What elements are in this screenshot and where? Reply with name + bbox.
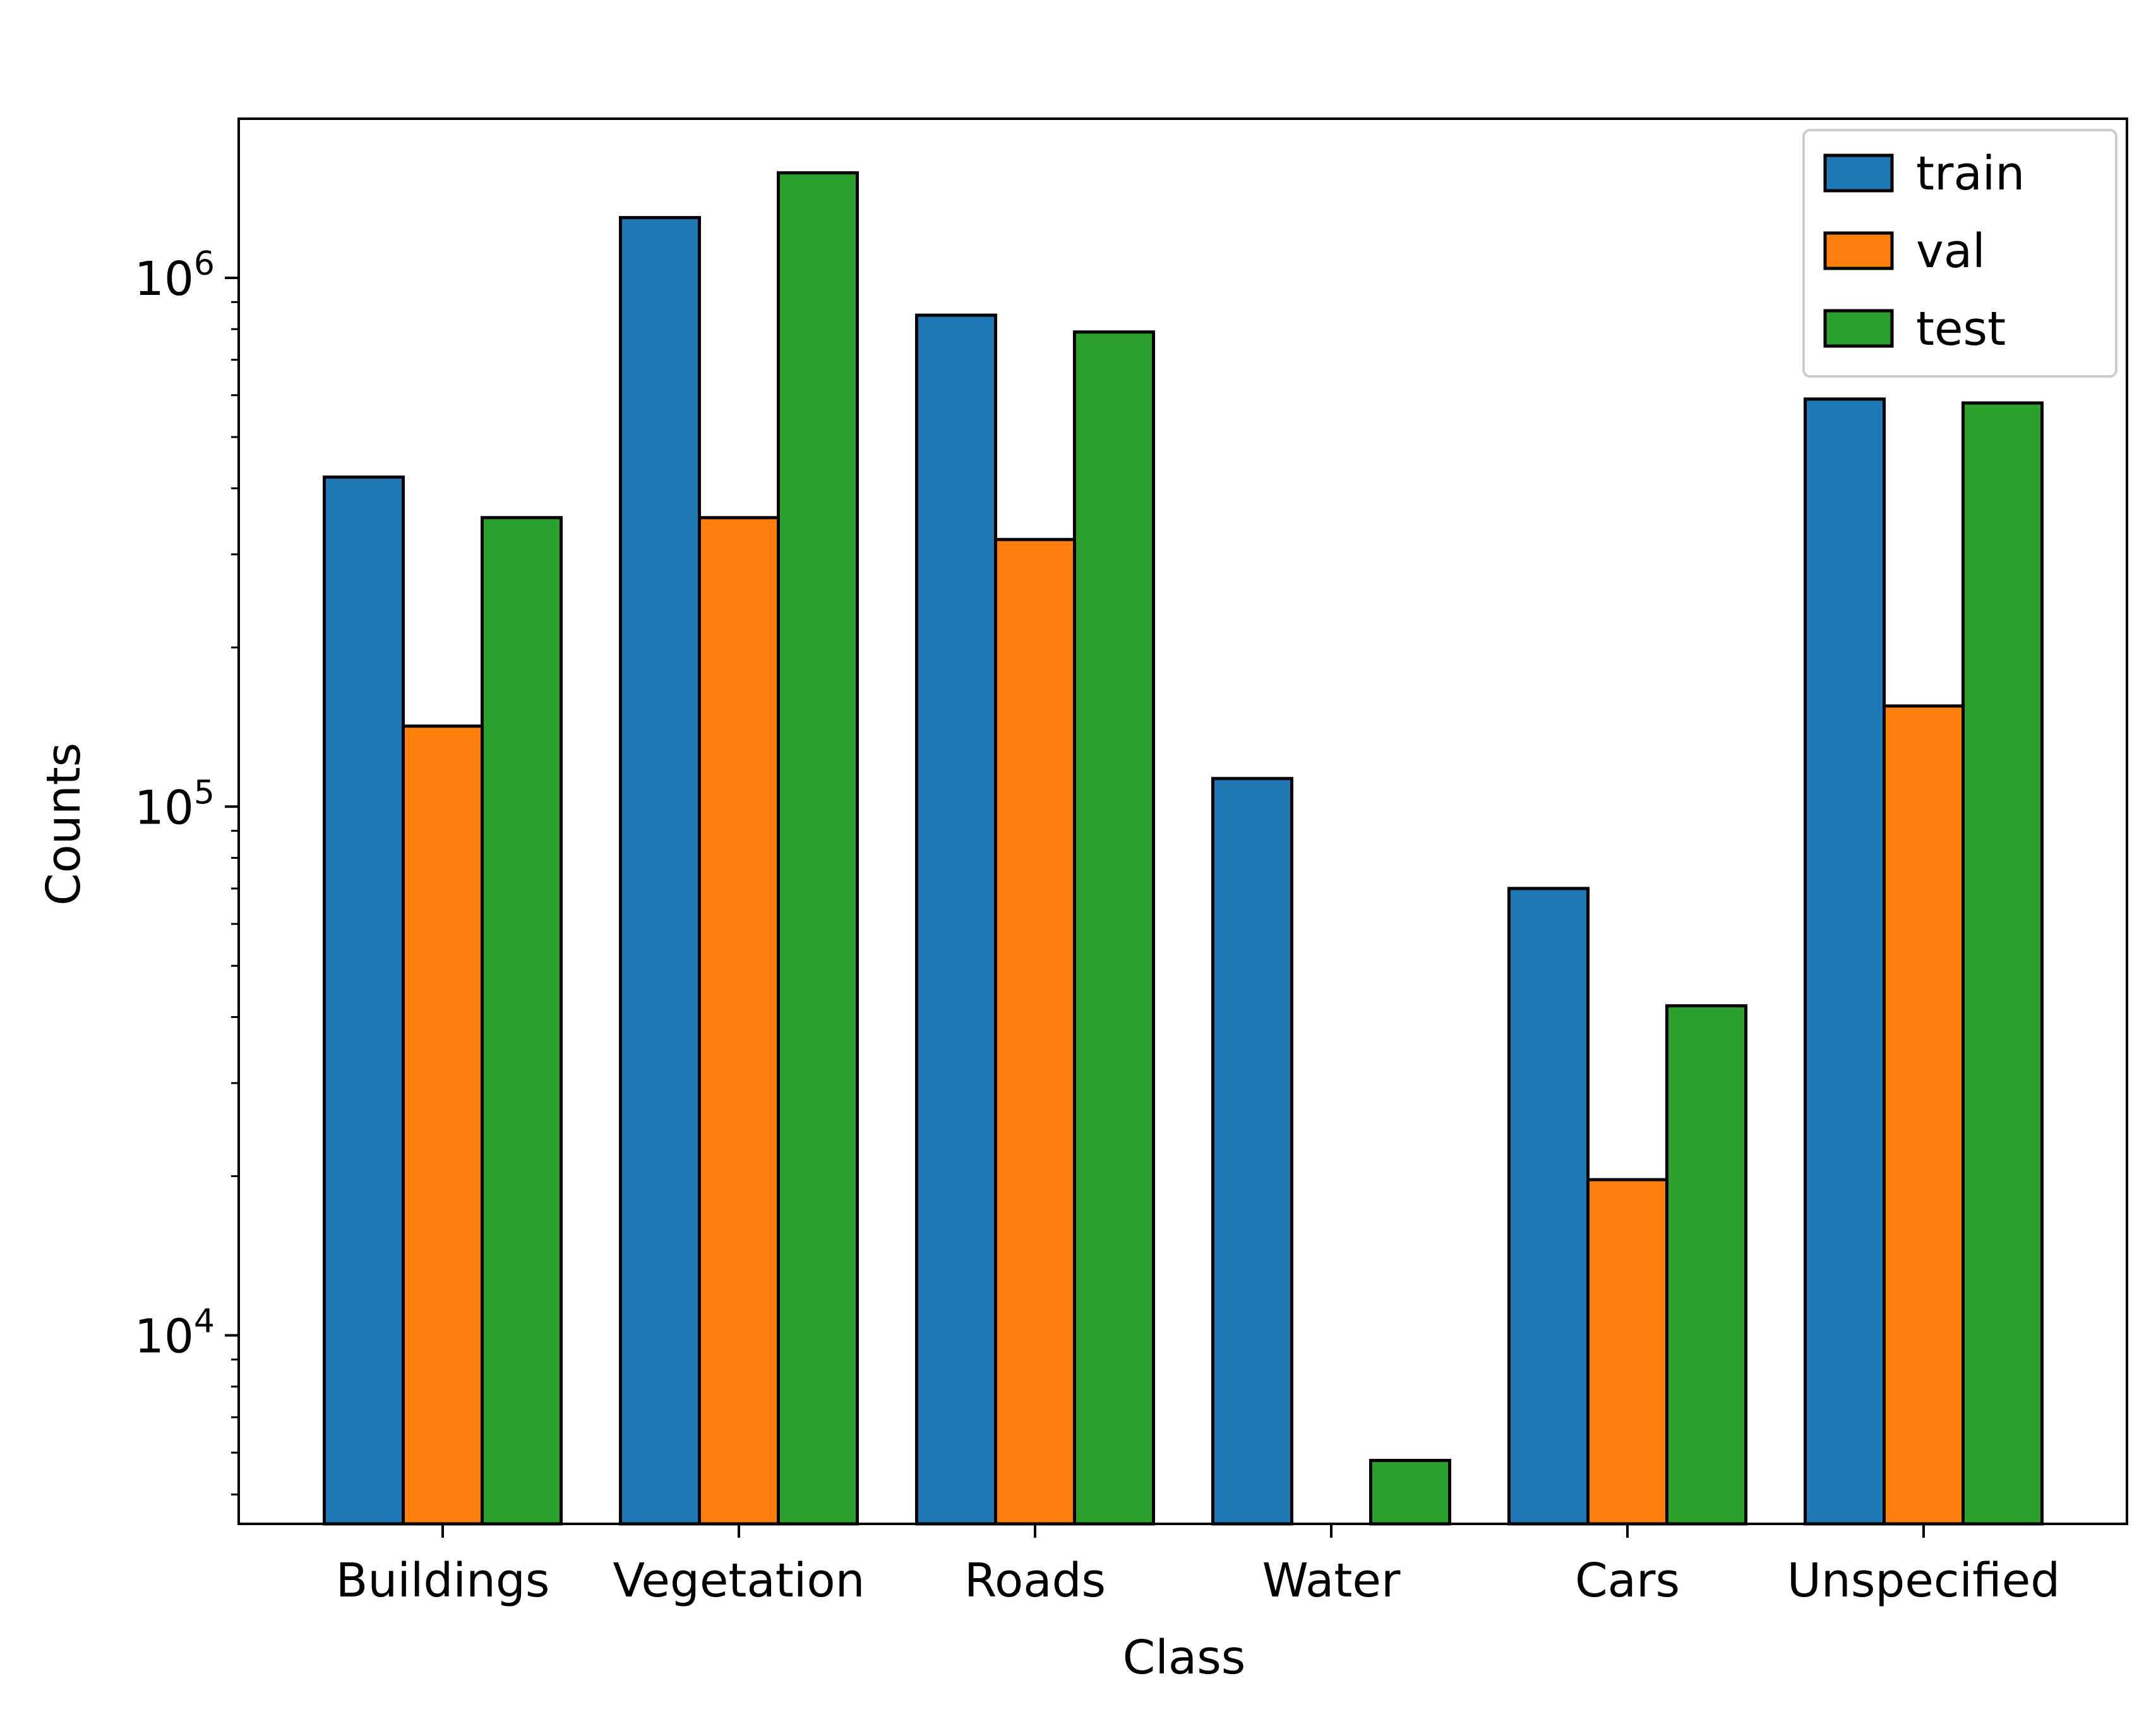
bar-test-unspecified xyxy=(1961,401,2044,1526)
y-tick-label: 105 xyxy=(135,774,215,835)
bar-val-roads xyxy=(994,537,1076,1526)
bar-test-cars xyxy=(1665,1004,1747,1526)
plot-frame xyxy=(237,117,2128,1525)
x-tick-label: Cars xyxy=(1575,1554,1680,1608)
axes-layer: Buildings Vegetation Roads Water Cars Unspeci… xyxy=(135,117,2128,1608)
bar-test-buildings xyxy=(481,516,563,1526)
bar-test-vegetation xyxy=(777,171,859,1526)
bar-train-unspecified xyxy=(1804,397,1886,1526)
bar-train-buildings xyxy=(323,476,405,1526)
x-tick-label: Vegetation xyxy=(613,1554,865,1608)
legend-swatch-val xyxy=(1823,231,1894,270)
x-tick-label: Water xyxy=(1262,1554,1401,1608)
bar-val-unspecified xyxy=(1883,704,1965,1526)
legend-swatch-train xyxy=(1823,153,1894,193)
legend-label-test: test xyxy=(1916,302,2006,356)
bar-train-roads xyxy=(915,313,997,1526)
x-tick-label: Buildings xyxy=(336,1554,550,1608)
legend: train val test xyxy=(1802,129,2117,378)
legend-label-val: val xyxy=(1916,224,1985,279)
y-tick-label: 104 xyxy=(135,1302,215,1363)
bar-val-buildings xyxy=(402,724,484,1526)
x-tick-label: Unspecified xyxy=(1787,1554,2060,1608)
bar-train-water xyxy=(1211,777,1293,1526)
bar-train-cars xyxy=(1507,887,1590,1526)
x-axis-label: Class xyxy=(1123,1631,1246,1685)
y-axis-label: Counts xyxy=(37,743,91,906)
legend-label-train: train xyxy=(1916,147,2025,201)
y-tick-label: 106 xyxy=(135,245,215,306)
bar-val-vegetation xyxy=(698,516,780,1526)
bar-val-cars xyxy=(1586,1178,1668,1526)
bar-test-water xyxy=(1369,1459,1451,1526)
bars-layer xyxy=(323,171,2044,1526)
x-tick-label: Roads xyxy=(964,1554,1106,1608)
legend-swatch-test xyxy=(1823,309,1894,348)
bar-train-vegetation xyxy=(619,216,701,1526)
bar-test-roads xyxy=(1073,330,1155,1526)
